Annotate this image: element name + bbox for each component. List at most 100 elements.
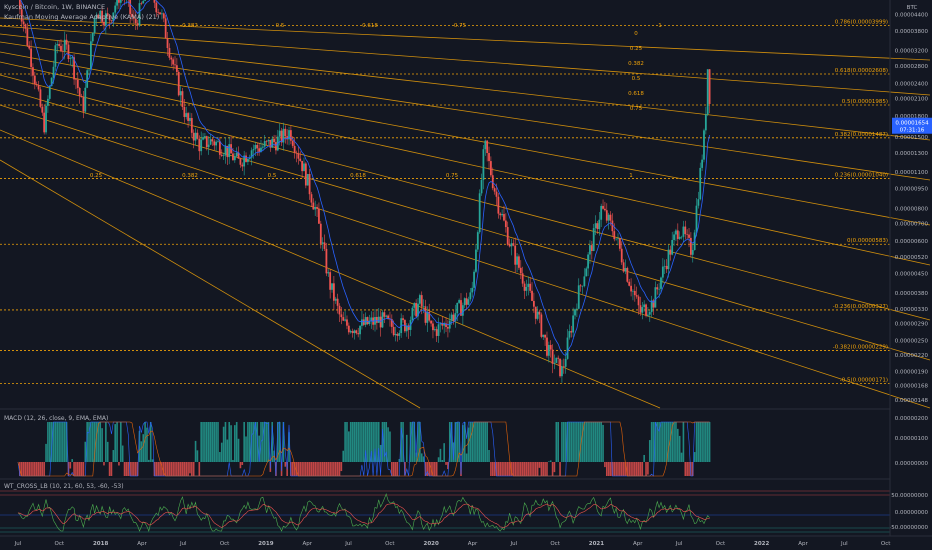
candle-body-110 bbox=[222, 155, 225, 157]
macd-bar-191 bbox=[374, 422, 376, 462]
candle-body-286 bbox=[551, 349, 554, 364]
candle-body-95 bbox=[194, 132, 197, 141]
candle-body-145 bbox=[288, 130, 290, 140]
candle-body-118 bbox=[237, 152, 240, 159]
macd-bar-170 bbox=[334, 462, 337, 476]
macd-bar-106 bbox=[215, 422, 217, 462]
candle-body-29 bbox=[71, 57, 74, 59]
macd-bar-321 bbox=[617, 462, 619, 476]
macd-bar-153 bbox=[303, 462, 305, 476]
macd-bar-353 bbox=[677, 428, 679, 462]
candle-body-175 bbox=[344, 319, 347, 321]
macd-bar-239 bbox=[463, 422, 466, 462]
candle-body-143 bbox=[284, 128, 287, 137]
candle-body-168 bbox=[331, 283, 333, 290]
macd-bar-77 bbox=[161, 462, 163, 476]
macd-bar-192 bbox=[376, 422, 378, 462]
macd-bar-139 bbox=[277, 422, 279, 462]
time-tick-17: Oct bbox=[716, 541, 726, 547]
time-tick-21: Oct bbox=[881, 541, 891, 547]
candle-body-138 bbox=[275, 142, 277, 151]
fan-line-4 bbox=[0, 51, 931, 226]
fan-label-right-4: 0.618 bbox=[628, 91, 644, 97]
time-tick-6: 2019 bbox=[258, 541, 273, 547]
macd-bar-22 bbox=[58, 422, 60, 462]
candle-body-247 bbox=[478, 193, 481, 233]
candle-body-18 bbox=[50, 77, 53, 87]
time-tick-1: Oct bbox=[55, 541, 65, 547]
macd-bar-244 bbox=[473, 422, 475, 462]
macd-bar-307 bbox=[591, 422, 593, 462]
candle-body-177 bbox=[347, 325, 350, 333]
candle-body-39 bbox=[89, 41, 92, 70]
macd-bar-11 bbox=[37, 462, 40, 476]
macd-bar-314 bbox=[604, 462, 606, 468]
macd-bar-368 bbox=[705, 422, 707, 462]
macd-bar-198 bbox=[387, 427, 389, 462]
candle-body-44 bbox=[99, 10, 102, 19]
candle-body-134 bbox=[267, 139, 270, 142]
candle-body-123 bbox=[247, 158, 249, 162]
macd-bar-323 bbox=[620, 462, 623, 476]
price-tick-15: 0.00000520 bbox=[895, 255, 929, 261]
price-pane[interactable]: 0.786(0.00003999) 0.618(0.00002608) 0.5(0.… bbox=[0, 0, 931, 409]
macd-bar-55 bbox=[120, 422, 122, 462]
macd-bar-24 bbox=[62, 422, 64, 462]
macd-bar-300 bbox=[577, 422, 580, 462]
macd-bar-272 bbox=[525, 462, 528, 476]
price-tick-3: 0.00003200 bbox=[895, 49, 929, 55]
macd-bar-229 bbox=[445, 462, 447, 465]
fan-line-1 bbox=[0, 25, 931, 96]
macd-bar-66 bbox=[140, 441, 143, 462]
macd-bar-247 bbox=[478, 422, 481, 462]
macd-bar-366 bbox=[701, 422, 703, 462]
candle-body-329 bbox=[632, 290, 634, 292]
candle-body-288 bbox=[555, 357, 558, 363]
macd-bar-312 bbox=[600, 422, 602, 462]
macd-bar-280 bbox=[540, 462, 543, 476]
macd-bar-313 bbox=[602, 424, 604, 462]
macd-bar-32 bbox=[77, 462, 79, 476]
macd-bar-37 bbox=[86, 422, 88, 462]
candle-body-204 bbox=[398, 333, 401, 336]
candle-body-90 bbox=[185, 113, 188, 117]
candle-body-310 bbox=[596, 223, 599, 230]
candle-body-225 bbox=[437, 324, 440, 336]
price-tick-18: 0.00000330 bbox=[895, 307, 929, 313]
candle-body-274 bbox=[529, 283, 532, 291]
candle-body-98 bbox=[200, 139, 203, 152]
macd-bar-28 bbox=[69, 462, 72, 469]
macd-bar-75 bbox=[157, 462, 159, 476]
candle-body-63 bbox=[134, 18, 137, 24]
fan-line-7 bbox=[0, 87, 931, 361]
macd-bar-328 bbox=[630, 462, 632, 476]
macd-bar-72 bbox=[151, 459, 154, 462]
candle-body-117 bbox=[235, 152, 238, 157]
macd-bar-226 bbox=[439, 448, 442, 462]
macd-bar-34 bbox=[80, 462, 83, 476]
macd-bar-114 bbox=[230, 425, 232, 462]
macd-bar-357 bbox=[684, 462, 687, 476]
macd-bar-286 bbox=[551, 462, 554, 476]
macd-bar-351 bbox=[673, 422, 675, 462]
macd-bar-254 bbox=[491, 462, 494, 476]
candle-body-275 bbox=[531, 290, 533, 301]
fib-label-5: 0(0.00000583) bbox=[847, 238, 888, 244]
candle-body-5 bbox=[26, 28, 29, 46]
candle-body-318 bbox=[611, 220, 614, 232]
candle-body-261 bbox=[504, 220, 507, 228]
candle-body-353 bbox=[676, 230, 679, 239]
candle-body-333 bbox=[639, 305, 642, 313]
candle-body-302 bbox=[581, 286, 584, 287]
macd-bar-36 bbox=[84, 441, 87, 462]
macd-bar-330 bbox=[634, 462, 636, 476]
candle-body-198 bbox=[387, 315, 389, 319]
candle-body-23 bbox=[60, 45, 62, 51]
fib-label-2: 0.5(0.00001985) bbox=[842, 99, 888, 105]
candle-body-125 bbox=[250, 150, 253, 158]
candle-body-357 bbox=[684, 226, 687, 235]
macd-bar-68 bbox=[144, 422, 146, 462]
candle-body-91 bbox=[187, 113, 189, 121]
